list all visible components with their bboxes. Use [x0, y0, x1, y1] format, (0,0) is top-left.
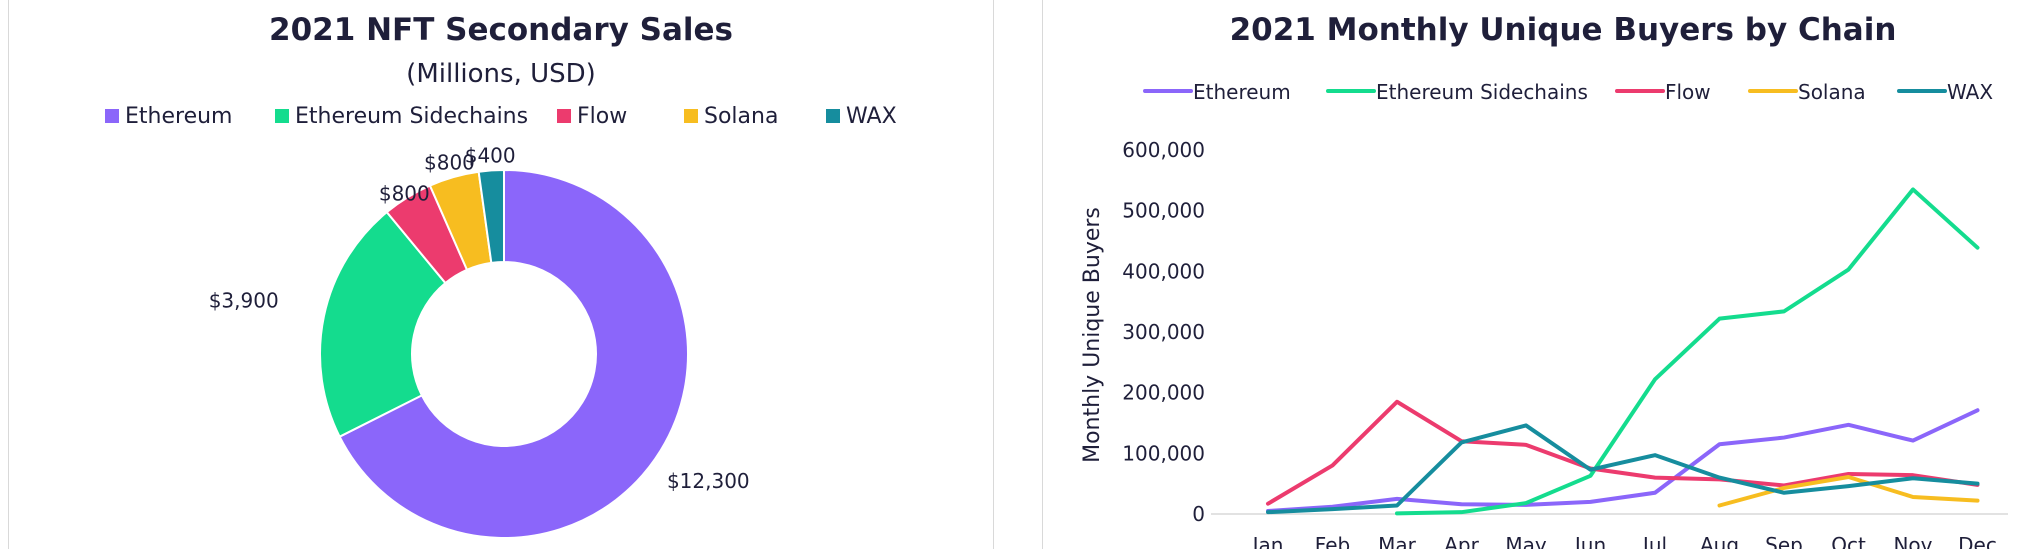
donut-slices [319, 168, 689, 539]
legend-item-wax: WAX [826, 104, 897, 129]
y-tick-label: 400,000 [1122, 259, 1205, 283]
x-tick-aug: Aug [1700, 533, 1739, 549]
x-tick-jun: Jun [1573, 533, 1606, 549]
y-axis-ticks: 0 100,000 200,000 300,000 400,000 500,000 600,… [1122, 138, 1205, 526]
legend-item-flow: Flow [557, 104, 627, 129]
data-label-solana: $800 [424, 151, 475, 175]
series-line-solana [1717, 474, 1980, 508]
series-line-ethereum-sidechains [1395, 187, 1980, 516]
sales-donut-chart: 2021 NFT Secondary Sales (Millions, USD)… [105, 12, 897, 539]
y-tick-label: 0 [1192, 502, 1205, 526]
legend-label-ethereum-sidechains: Ethereum Sidechains [1376, 80, 1588, 104]
data-label-ethereum: $12,300 [667, 469, 750, 493]
donut-subtitle: (Millions, USD) [406, 59, 596, 89]
legend-item-ethereum-sidechains: Ethereum Sidechains [275, 104, 528, 129]
slice-ethereum-sidechains [319, 210, 447, 439]
legend-item-solana: Solana [1748, 80, 1866, 104]
legend-label-solana: Solana [704, 104, 778, 129]
y-axis-title: Monthly Unique Buyers [1080, 207, 1105, 463]
legend-swatch-solana [684, 109, 698, 123]
legend-label-wax: WAX [1947, 80, 1993, 104]
legend-item-solana: Solana [684, 104, 778, 129]
slice-wax [477, 168, 505, 265]
y-tick-label: 300,000 [1122, 320, 1205, 344]
legend-label-flow: Flow [577, 104, 627, 129]
sales-donut-panel: 2021 NFT Secondary Sales (Millions, USD)… [8, 0, 994, 549]
legend-label-ethereum: Ethereum [1193, 80, 1291, 104]
x-tick-jul: Jul [1641, 533, 1667, 549]
x-tick-apr: Apr [1444, 533, 1479, 549]
slice-ethereum [338, 168, 689, 539]
legend-swatch-flow [557, 109, 571, 123]
legend-item-ethereum: Ethereum [1143, 80, 1291, 104]
x-tick-feb: Feb [1315, 533, 1350, 549]
x-tick-oct: Oct [1831, 533, 1866, 549]
legend-label-flow: Flow [1665, 80, 1711, 104]
y-tick-label: 600,000 [1122, 138, 1205, 162]
y-tick-label: 200,000 [1122, 381, 1205, 405]
legend-item-ethereum: Ethereum [105, 104, 232, 129]
series-line-wax [1266, 423, 1980, 515]
buyers-line-panel: 2021 Monthly Unique Buyers by Chain Ethe… [1042, 0, 2033, 553]
y-tick-label: 500,000 [1122, 199, 1205, 223]
legend-label-ethereum: Ethereum [125, 104, 232, 129]
legend-label-ethereum-sidechains: Ethereum Sidechains [295, 104, 528, 129]
series-line-ethereum [1266, 408, 1980, 513]
donut-legend: Ethereum Ethereum Sidechains Flow Solana WAX [105, 104, 897, 129]
x-tick-mar: Mar [1378, 533, 1417, 549]
x-tick-dec: Dec [1958, 533, 1997, 549]
series-line-flow [1266, 399, 1980, 506]
x-tick-sep: Sep [1765, 533, 1803, 549]
legend-item-wax: WAX [1897, 80, 1993, 104]
legend-swatch-ethereum-sidechains [275, 109, 289, 123]
legend-swatch-ethereum [105, 109, 119, 123]
x-axis-ticks: Jan Feb Mar Apr May Jun Jul Aug Sep Oct Nov Dec [1251, 533, 1997, 553]
line-legend: Ethereum Ethereum Sidechains Flow Solana WAX [1143, 80, 1993, 104]
data-label-flow: $800 [379, 181, 430, 205]
x-tick-may: May [1505, 533, 1547, 549]
legend-label-wax: WAX [846, 104, 897, 129]
y-tick-label: 100,000 [1122, 441, 1205, 465]
legend-item-flow: Flow [1615, 80, 1711, 104]
donut-title: 2021 NFT Secondary Sales [269, 12, 733, 48]
buyers-line-chart: 2021 Monthly Unique Buyers by Chain Ethe… [1080, 12, 2008, 553]
data-label-wax: $400 [465, 143, 516, 167]
donut-data-labels: $12,300$3,900$800$800$400 [209, 143, 750, 492]
line-title: 2021 Monthly Unique Buyers by Chain [1230, 12, 1897, 48]
x-tick-jan: Jan [1251, 533, 1284, 549]
legend-label-solana: Solana [1798, 80, 1866, 104]
legend-item-ethereum-sidechains: Ethereum Sidechains [1326, 80, 1588, 104]
data-label-ethereum-sidechains: $3,900 [209, 288, 279, 312]
legend-swatch-wax [826, 109, 840, 123]
line-series [1266, 187, 1980, 516]
x-tick-nov: Nov [1893, 533, 1932, 549]
